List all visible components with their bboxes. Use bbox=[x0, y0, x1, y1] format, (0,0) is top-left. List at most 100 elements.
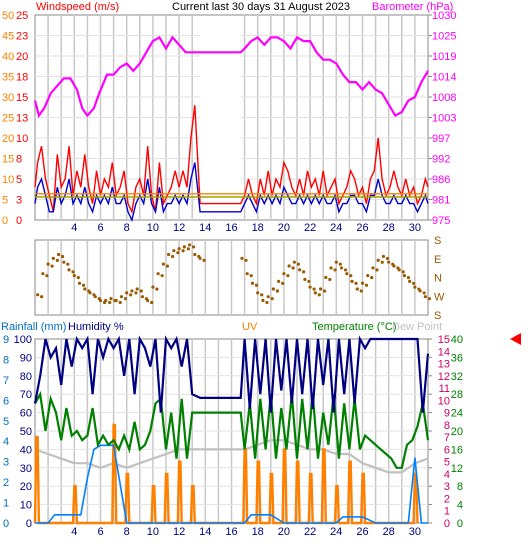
climate-x-tick: 18 bbox=[252, 526, 264, 538]
temperature-tick: 8 bbox=[457, 481, 463, 493]
wind-tick-ms: 5 bbox=[16, 174, 22, 186]
wind-tick-ms: 13 bbox=[16, 113, 28, 125]
wind-direction-point bbox=[160, 274, 164, 278]
wind-direction-point bbox=[114, 298, 118, 303]
wind-direction-point bbox=[406, 275, 411, 280]
wind-x-tick: 22 bbox=[304, 222, 316, 234]
climate-series bbox=[33, 335, 430, 525]
wind-tick-ms: 18 bbox=[16, 72, 28, 84]
wind-tick-kmh: 25 bbox=[2, 113, 14, 125]
wind-direction-point bbox=[171, 254, 175, 259]
wind-direction-point bbox=[66, 262, 70, 266]
wind-direction-point bbox=[317, 293, 321, 297]
wind-direction-point bbox=[240, 256, 244, 260]
barometer-tick: 1008 bbox=[432, 92, 456, 104]
wind-direction-point bbox=[161, 262, 165, 266]
wind-direction-point bbox=[412, 281, 416, 285]
wind-direction-point bbox=[76, 275, 80, 280]
wind-direction-point bbox=[333, 268, 337, 272]
uv-tick: 14 bbox=[438, 346, 450, 358]
wind-tick-kmh: 40 bbox=[2, 51, 14, 63]
wind-direction-point bbox=[308, 285, 312, 289]
wind-tick-ms: 20 bbox=[16, 51, 28, 63]
barometer-tick: 975 bbox=[432, 215, 450, 227]
wind-direction-point bbox=[275, 289, 280, 293]
humidity-tick: 10 bbox=[20, 500, 32, 512]
wind-direction-point bbox=[260, 293, 264, 297]
wind-direction-point bbox=[130, 289, 134, 293]
wind-x-tick: 16 bbox=[225, 222, 237, 234]
wind-direction-point bbox=[339, 266, 344, 270]
temperature-tick: 28 bbox=[451, 389, 463, 401]
wind-direction-point bbox=[397, 268, 401, 272]
wind-direction-point bbox=[380, 260, 384, 264]
wind-series bbox=[33, 16, 429, 223]
compass-label: N bbox=[434, 273, 442, 285]
rainfall-tick: 4 bbox=[3, 436, 9, 448]
rainfall-axis-title: Rainfall (mm) bbox=[1, 321, 66, 333]
wind-direction-point bbox=[146, 298, 150, 303]
wind-direction-point bbox=[198, 256, 202, 260]
barometer-axis-title: Barometer (hPa) bbox=[372, 1, 453, 13]
wind-direction-point bbox=[186, 247, 190, 251]
humidity-tick: 80 bbox=[20, 371, 32, 383]
wind-direction-point bbox=[392, 264, 396, 268]
wind-direction-point bbox=[265, 300, 269, 305]
wind-direction-point bbox=[381, 254, 386, 259]
wind-chart-title: Current last 30 days 31 August 2023 bbox=[172, 1, 350, 13]
wind-direction-point bbox=[67, 268, 71, 272]
uv-tick: 15 bbox=[438, 334, 450, 346]
current-temperature-marker-icon bbox=[510, 333, 521, 345]
climate-x-tick: 12 bbox=[173, 526, 185, 538]
climate-x-tick: 28 bbox=[383, 526, 395, 538]
wind-tick-ms: 15 bbox=[16, 92, 28, 104]
wind-barometer-panel: Windspeed (m/s) Current last 30 days 31 … bbox=[2, 1, 456, 234]
wind-direction-point bbox=[88, 291, 92, 295]
dew-point-axis-title: Dew Point bbox=[392, 321, 442, 333]
wind-direction-point bbox=[345, 272, 349, 276]
wind-direction-point bbox=[109, 296, 113, 301]
wind-direction-point bbox=[291, 266, 295, 270]
series-wind-average-m-s bbox=[34, 162, 429, 223]
wind-direction-point bbox=[324, 275, 328, 280]
wind-direction-point bbox=[55, 258, 59, 262]
wind-tick-kmh: 20 bbox=[2, 133, 14, 145]
wind-direction-point bbox=[51, 256, 55, 260]
barometer-tick: 1025 bbox=[432, 31, 456, 43]
wind-direction-point bbox=[328, 277, 332, 282]
wind-direction-point bbox=[261, 298, 265, 303]
wind-direction-point bbox=[119, 295, 124, 299]
wind-direction-point bbox=[349, 274, 353, 278]
wind-direction-point bbox=[371, 266, 375, 270]
wind-direction-point bbox=[135, 287, 139, 291]
wind-direction-point bbox=[298, 268, 302, 272]
climate-x-tick: 10 bbox=[147, 526, 159, 538]
wind-direction-point bbox=[72, 273, 76, 278]
rainfall-tick: 0 bbox=[3, 518, 9, 530]
wind-direction-point bbox=[104, 298, 108, 303]
series-dew-point bbox=[34, 439, 429, 474]
wind-x-tick: 10 bbox=[147, 222, 159, 234]
wind-x-tick: 6 bbox=[97, 222, 103, 234]
climate-x-tick: 22 bbox=[304, 526, 316, 538]
temperature-tick: 16 bbox=[451, 444, 463, 456]
wind-direction-point bbox=[60, 254, 65, 259]
humidity-tick: 100 bbox=[14, 334, 32, 346]
wind-direction-point bbox=[123, 297, 128, 301]
wind-direction-point bbox=[334, 260, 338, 264]
climate-x-tick: 6 bbox=[97, 526, 103, 538]
wind-direction-point bbox=[150, 300, 154, 305]
wind-direction-point bbox=[134, 291, 138, 295]
wind-direction-point bbox=[343, 268, 348, 272]
wind-direction-point bbox=[256, 291, 260, 295]
climate-panel: Rainfall (mm) Humidity % UV Temperature … bbox=[1, 321, 521, 538]
uv-tick: 8 bbox=[444, 420, 450, 432]
wind-direction-point bbox=[282, 272, 286, 276]
uv-tick: 5 bbox=[444, 457, 450, 469]
compass-label: W bbox=[434, 291, 445, 303]
wind-direction-point bbox=[359, 289, 363, 293]
